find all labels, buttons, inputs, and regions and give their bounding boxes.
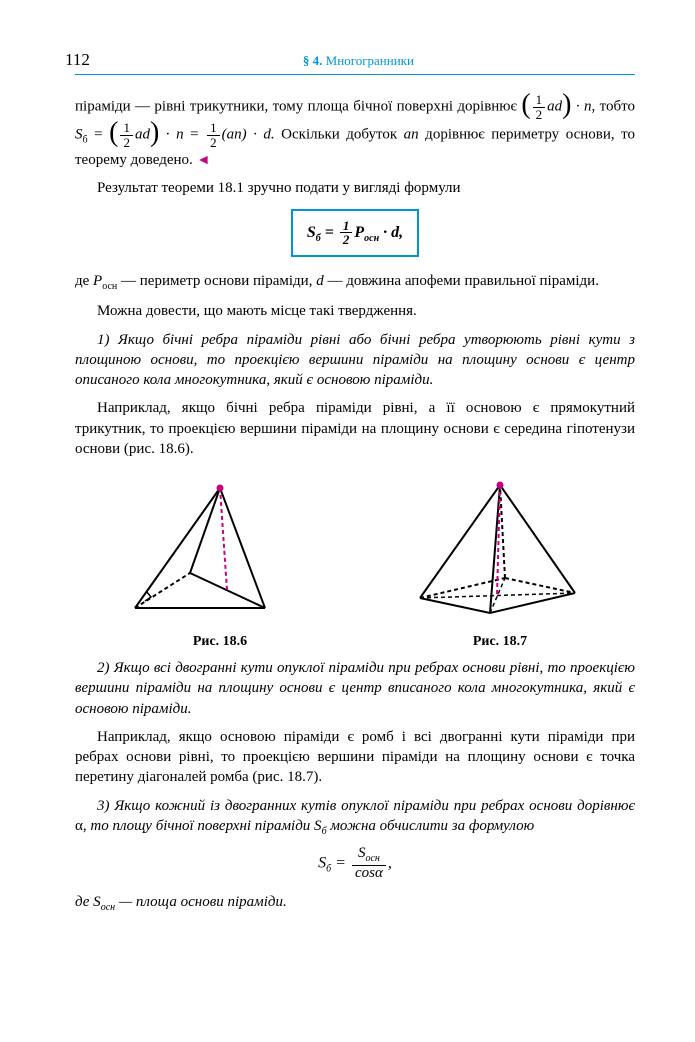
section-title: § 4. Многогранники xyxy=(90,53,627,69)
paragraph: Наприклад, якщо бічні ребра піраміди рів… xyxy=(75,398,635,459)
text: an xyxy=(404,127,419,143)
figure-caption: Рис. 18.7 xyxy=(405,634,595,650)
text: , xyxy=(388,855,392,872)
statement-3: 3) Якщо кожний із двогранних кутів опукл… xyxy=(75,796,635,839)
figure-caption: Рис. 18.6 xyxy=(115,634,325,650)
page: 112 § 4. Многогранники піраміди — рівні … xyxy=(0,0,695,962)
text: , тобто xyxy=(592,99,635,115)
text: осн xyxy=(102,281,117,292)
statement-1: 1) Якщо бічні ребра піраміди рівні або б… xyxy=(75,330,635,391)
paragraph: Наприклад, якщо основою піраміди є ромб … xyxy=(75,727,635,788)
text: α xyxy=(75,818,83,834)
text: осн xyxy=(101,902,115,913)
formula-boxed: Sб = 12Pосн · d, xyxy=(75,209,635,257)
text: 2 xyxy=(340,233,353,247)
text: cosα xyxy=(352,866,386,882)
pyramid-rhombus-base-icon xyxy=(405,473,595,623)
paragraph: де Sосн — площа основи піраміди. xyxy=(75,892,635,915)
page-header: 112 § 4. Многогранники xyxy=(75,50,635,70)
paragraph: Результат теореми 18.1 зручно подати у в… xyxy=(75,178,635,198)
text: S xyxy=(318,855,326,872)
paragraph: Можна довести, що мають місце такі тверд… xyxy=(75,301,635,321)
text: — довжина апофеми пра­вильної піраміди. xyxy=(324,273,599,289)
text: 3) Якщо кожний із двогранних кутів опукл… xyxy=(97,798,635,814)
paragraph-proof-end: піраміди — рівні трикутники, тому площа … xyxy=(75,93,635,170)
text: = xyxy=(331,855,350,872)
text: осн xyxy=(365,853,379,864)
text: де S xyxy=(75,894,101,910)
section-name: Многогранники xyxy=(326,53,414,68)
text: , то площу бічної поверхні піраміди S xyxy=(83,818,322,834)
figures-row: Рис. 18.6 Рис. 18.7 xyxy=(75,473,635,650)
proof-end-mark: ◄ xyxy=(197,153,211,168)
formula-centered: Sб = Sоснcosα, xyxy=(75,846,635,881)
text: осн xyxy=(364,233,379,244)
pyramid-triangle-base-icon xyxy=(115,473,325,623)
text: де xyxy=(75,273,93,289)
text: можна обчислити за формулою xyxy=(327,818,535,834)
header-rule xyxy=(75,74,635,75)
text: — площа основи піраміди. xyxy=(115,894,287,910)
page-number: 112 xyxy=(65,50,90,70)
section-number: § 4. xyxy=(303,53,323,68)
text: d xyxy=(316,273,324,289)
figure-18-7: Рис. 18.7 xyxy=(405,473,595,650)
paragraph: де Pосн — периметр основи піраміди, d — … xyxy=(75,271,635,294)
text: P xyxy=(354,224,364,241)
text: · d, xyxy=(379,224,403,241)
text: P xyxy=(93,273,102,289)
text: 1 xyxy=(340,219,353,234)
text: піраміди — рівні трикутники, тому площа … xyxy=(75,99,521,115)
text: S xyxy=(307,224,316,241)
text: Оскільки добуток xyxy=(275,127,404,143)
text: — периметр основи піраміди, xyxy=(117,273,316,289)
statement-2: 2) Якщо всі двогранні кути опуклої пірам… xyxy=(75,658,635,719)
text: = xyxy=(321,224,338,241)
figure-18-6: Рис. 18.6 xyxy=(115,473,325,650)
